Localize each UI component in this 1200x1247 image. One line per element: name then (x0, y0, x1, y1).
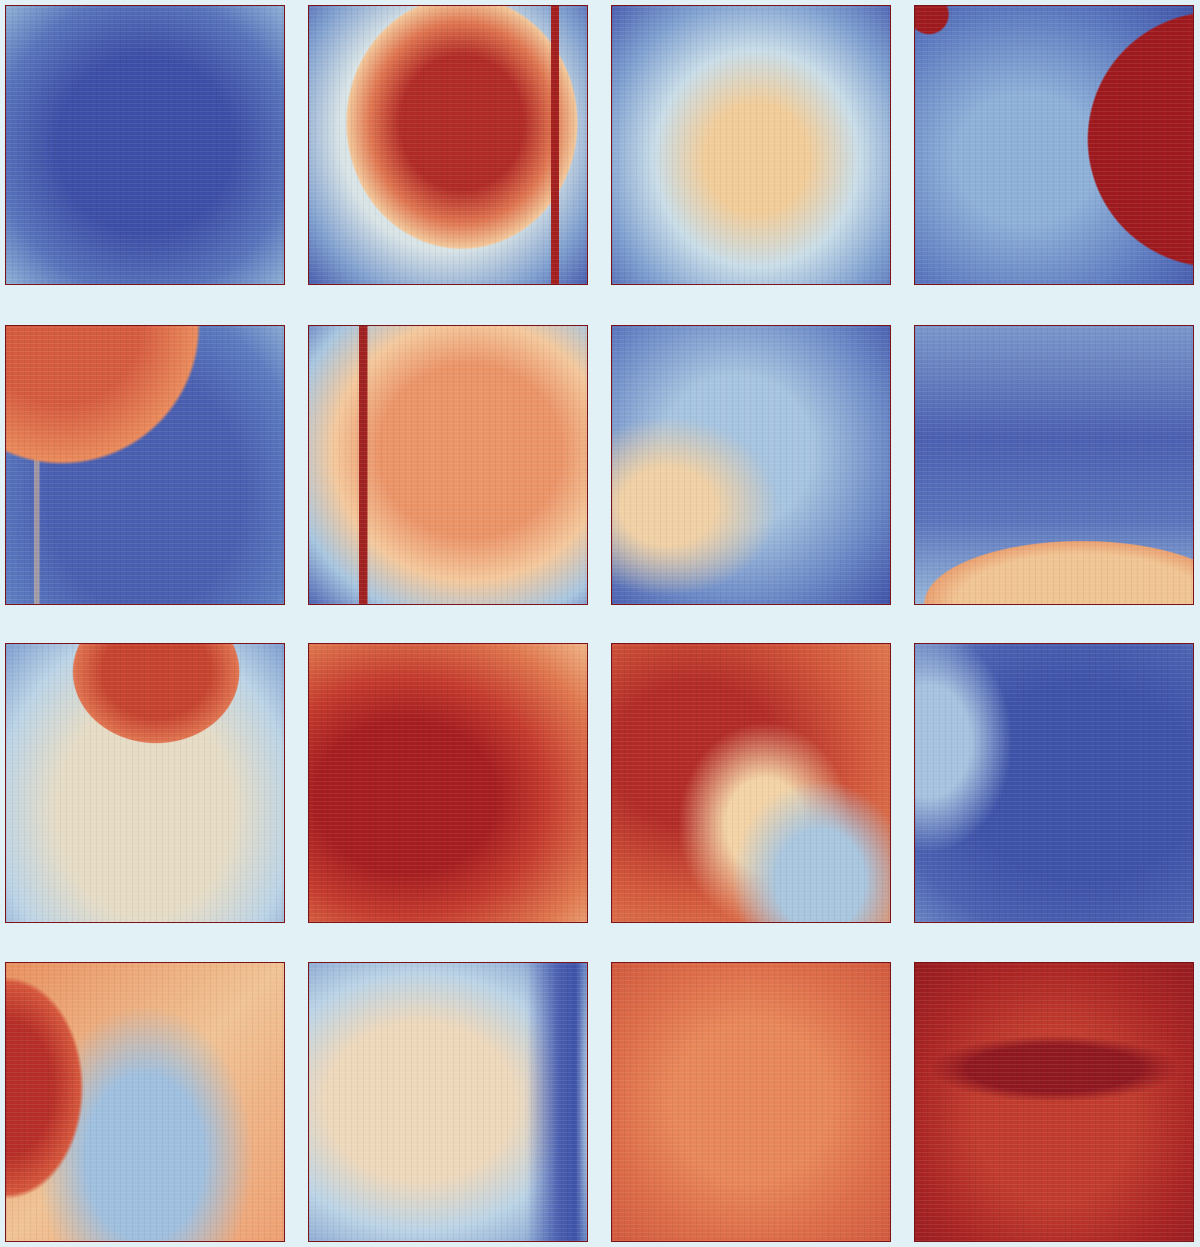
heatmap-tile (5, 5, 285, 285)
heatmap-tile (611, 325, 891, 605)
heatmap-tile (611, 5, 891, 285)
heatmap-tile (308, 962, 588, 1242)
heatmap-tile (914, 325, 1194, 605)
heatmap-tile (914, 962, 1194, 1242)
heatmap-tile (611, 962, 891, 1242)
heatmap-tile (308, 5, 588, 285)
heatmap-tile (5, 325, 285, 605)
heatmap-tile (308, 325, 588, 605)
heatmap-tile (611, 643, 891, 923)
heatmap-tile (308, 643, 588, 923)
heatmap-tile (914, 643, 1194, 923)
heatmap-tile (914, 5, 1194, 285)
heatmap-tile (5, 643, 285, 923)
heatmap-tile (5, 962, 285, 1242)
